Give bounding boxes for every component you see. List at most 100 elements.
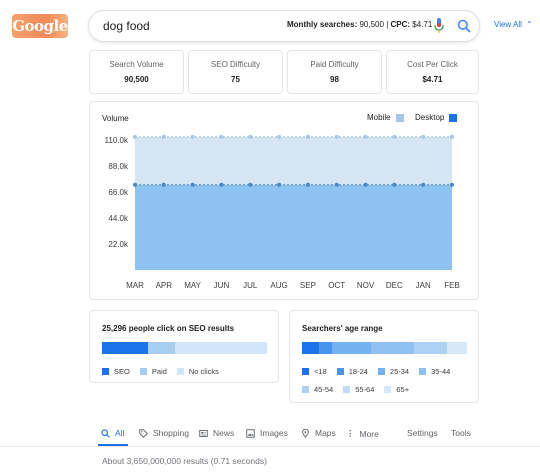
legend-swatch bbox=[449, 113, 458, 122]
tab-tools[interactable]: Tools bbox=[451, 428, 471, 438]
age-range-legend-row: <18 18-24 25-34 35-44 bbox=[302, 367, 460, 376]
data-point-mobile bbox=[161, 134, 166, 139]
legend-item: 65+ bbox=[384, 385, 409, 394]
legend-swatch bbox=[343, 386, 351, 393]
stat-value: 90,500 bbox=[124, 75, 149, 84]
stat-card-search-volume: Search Volume 90,500 bbox=[89, 50, 184, 94]
stat-value: 98 bbox=[330, 75, 339, 84]
data-point-mobile bbox=[248, 134, 253, 139]
stat-label: Search Volume bbox=[109, 60, 164, 69]
data-point-desktop bbox=[161, 182, 166, 187]
y-tick-label: 22.0k bbox=[108, 240, 129, 249]
data-point-desktop bbox=[450, 182, 454, 187]
tab-label: Settings bbox=[407, 428, 438, 438]
image-icon bbox=[246, 428, 255, 438]
area-mobile bbox=[135, 136, 452, 185]
legend-swatch bbox=[377, 368, 385, 375]
legend-item: SEO bbox=[102, 367, 130, 376]
tab-maps[interactable]: Maps bbox=[301, 428, 336, 438]
data-point-desktop bbox=[421, 182, 426, 187]
data-point-desktop bbox=[219, 182, 224, 187]
y-tick-label: 88.0k bbox=[108, 162, 129, 171]
x-tick-label: JUN bbox=[214, 281, 230, 290]
data-point-mobile bbox=[421, 134, 426, 139]
tab-all[interactable]: All bbox=[101, 428, 124, 438]
legend-label: 35-44 bbox=[431, 367, 451, 376]
x-tick-label: MAY bbox=[184, 281, 201, 290]
x-tick-label: JAN bbox=[416, 281, 431, 290]
tab-shopping[interactable]: Shopping bbox=[139, 428, 189, 438]
x-tick-label: JUL bbox=[243, 281, 258, 290]
age-range-title: Searchers' age range bbox=[302, 324, 383, 333]
search-tabs: All Shopping News Images Maps ⋮ More Set… bbox=[0, 420, 540, 446]
legend-item: 35-44 bbox=[419, 367, 450, 376]
data-point-mobile bbox=[190, 134, 195, 139]
tab-news[interactable]: News bbox=[199, 428, 234, 438]
area-desktop bbox=[135, 184, 452, 270]
data-point-mobile bbox=[334, 134, 339, 139]
age-range-legend-row: 45-54 55-64 65+ bbox=[302, 385, 419, 394]
map-pin-icon bbox=[302, 428, 309, 438]
search-box[interactable]: dog food Monthly searches: 90,500 | CPC:… bbox=[88, 10, 480, 42]
seo-clicks-legend: SEO Paid No clicks bbox=[102, 367, 229, 376]
legend-label: 18-24 bbox=[348, 367, 368, 376]
x-tick-label: AUG bbox=[270, 281, 287, 290]
tab-label: Images bbox=[260, 428, 288, 438]
search-icon[interactable] bbox=[457, 19, 471, 33]
legend-item: 25-34 bbox=[377, 367, 410, 376]
legend-swatch bbox=[139, 368, 147, 375]
google-logo[interactable]: Google bbox=[12, 14, 68, 38]
x-tick-label: DEC bbox=[386, 281, 403, 290]
stat-value: $4.71 bbox=[422, 75, 443, 84]
bar-segment-18-24 bbox=[318, 342, 332, 354]
data-point-desktop bbox=[190, 182, 195, 187]
age-range-bar bbox=[302, 342, 467, 354]
tab-settings[interactable]: Settings bbox=[407, 428, 438, 438]
legend-label: 25-34 bbox=[389, 367, 410, 376]
tab-label: Tools bbox=[451, 428, 471, 438]
search-query[interactable]: dog food bbox=[103, 19, 150, 33]
data-point-mobile bbox=[305, 134, 310, 139]
view-all-link[interactable]: View All ⌃ bbox=[494, 20, 533, 29]
keyword-metrics: Monthly searches: 90,500 | CPC: $4.71 bbox=[287, 20, 432, 29]
legend-item: Paid bbox=[139, 367, 167, 376]
stat-value: 75 bbox=[231, 75, 240, 84]
legend-label: SEO bbox=[114, 367, 130, 376]
x-tick-label: SEP bbox=[300, 281, 316, 290]
stat-card-cost-per-click: Cost Per Click $4.71 bbox=[386, 50, 479, 94]
data-point-desktop bbox=[392, 182, 397, 187]
cpc-value: $4.71 bbox=[412, 20, 433, 29]
tag-icon bbox=[139, 428, 148, 438]
legend-label: 65+ bbox=[396, 385, 410, 394]
x-tick-label: MAR bbox=[126, 281, 144, 290]
data-point-mobile bbox=[450, 134, 454, 139]
stat-label: Paid Difficulty bbox=[310, 60, 359, 69]
legend-item: 18-24 bbox=[336, 367, 368, 376]
data-point-mobile bbox=[133, 134, 137, 139]
legend-item: <18 bbox=[302, 367, 327, 376]
results-count: About 3,650,000,000 results (0.71 second… bbox=[102, 456, 267, 466]
data-point-desktop bbox=[305, 182, 310, 187]
legend-label: No clicks bbox=[188, 367, 219, 376]
newspaper-icon bbox=[199, 429, 208, 437]
tab-images[interactable]: Images bbox=[246, 428, 288, 438]
legend-desktop: Desktop bbox=[415, 113, 458, 122]
tab-more[interactable]: ⋮ More bbox=[346, 428, 379, 439]
bar-segment-no-clicks bbox=[174, 342, 267, 354]
bar-segment--18 bbox=[302, 342, 319, 354]
search-icon bbox=[101, 428, 110, 438]
monthly-value: 90,500 bbox=[359, 20, 384, 29]
microphone-icon[interactable] bbox=[434, 18, 444, 34]
y-tick-label: 66.0k bbox=[108, 188, 129, 197]
cpc-label: CPC: bbox=[390, 20, 411, 29]
data-point-desktop bbox=[277, 182, 282, 187]
data-point-desktop bbox=[248, 182, 253, 187]
bar-segment-35-44 bbox=[371, 342, 415, 354]
tab-label: Maps bbox=[315, 428, 336, 438]
bar-segment-45-54 bbox=[414, 342, 448, 354]
legend-swatch bbox=[419, 368, 427, 375]
bar-segment-25-34 bbox=[331, 342, 372, 354]
legend-swatch bbox=[384, 386, 392, 393]
legend-item: 45-54 bbox=[302, 385, 333, 394]
seo-clicks-bar bbox=[102, 342, 267, 354]
